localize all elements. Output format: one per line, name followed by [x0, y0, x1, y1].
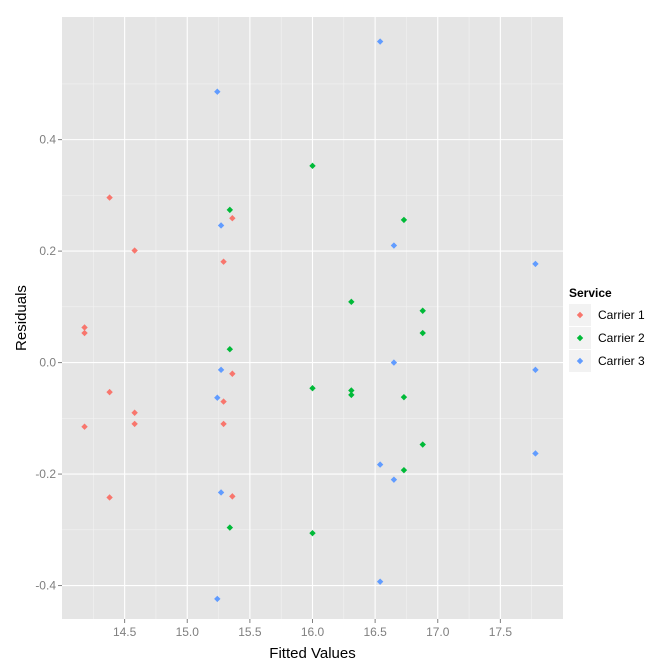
y-tick-label: 0.4	[39, 133, 56, 147]
y-axis-ticks: -0.4 -0.2 0.0 0.2 0.4	[35, 133, 62, 593]
x-tick-label: 16.5	[363, 625, 387, 639]
data-point	[419, 329, 426, 337]
x-tick-label: 15.5	[238, 625, 262, 639]
data-point	[229, 493, 236, 500]
legend: Service Carrier 1 Carrier 2 Carrier 3	[569, 286, 645, 372]
data-point	[376, 578, 384, 585]
data-point	[390, 242, 398, 249]
x-tick-label: 16.0	[301, 625, 325, 639]
data-point	[532, 260, 539, 268]
data-point	[131, 247, 138, 254]
x-axis-ticks: 14.5 15.0 15.5 16.0 16.5 17.0 17.5	[113, 619, 512, 639]
y-tick-label: -0.4	[35, 579, 56, 593]
data-point	[400, 466, 408, 474]
data-point	[214, 595, 221, 603]
data-point	[217, 222, 225, 229]
data-point	[390, 476, 398, 483]
data-point	[376, 38, 384, 45]
data-point	[532, 366, 539, 374]
y-tick-label: 0.2	[39, 244, 56, 258]
data-point	[400, 216, 408, 224]
data-point	[226, 524, 234, 531]
x-tick-label: 15.0	[176, 625, 200, 639]
data-point	[376, 461, 384, 468]
data-point	[532, 450, 539, 457]
data-point	[81, 324, 88, 331]
data-point	[419, 441, 426, 448]
data-point	[81, 329, 88, 337]
data-point	[400, 393, 408, 401]
data-point	[81, 423, 88, 430]
data-point	[106, 194, 113, 201]
data-point	[309, 162, 316, 170]
legend-items: Carrier 1 Carrier 2 Carrier 3	[569, 304, 645, 372]
data-point	[309, 385, 316, 392]
data-point	[106, 388, 113, 396]
data-point	[229, 215, 236, 222]
data-point	[348, 298, 355, 306]
x-axis-title: Fitted Values	[269, 645, 355, 662]
data-point	[348, 391, 355, 399]
y-tick-label: 0.0	[39, 356, 56, 370]
data-point	[131, 420, 138, 428]
data-point	[226, 206, 234, 214]
legend-key-marker	[576, 311, 584, 319]
data-point	[348, 387, 355, 394]
data-point	[220, 258, 227, 265]
data-point	[220, 398, 227, 405]
x-tick-label: 17.0	[426, 625, 450, 639]
legend-label: Carrier 3	[598, 354, 645, 368]
major-gridlines	[62, 17, 563, 619]
legend-label: Carrier 2	[598, 331, 645, 345]
data-point	[226, 346, 234, 353]
legend-key-marker	[576, 334, 584, 342]
legend-label: Carrier 1	[598, 308, 645, 322]
legend-title: Service	[569, 286, 612, 300]
legend-key-marker	[576, 357, 584, 365]
x-tick-label: 17.5	[489, 625, 513, 639]
y-axis-title: Residuals	[13, 285, 30, 351]
data-points	[81, 38, 539, 603]
data-point	[229, 370, 236, 377]
data-point	[390, 359, 398, 366]
data-point	[106, 494, 113, 501]
data-point	[214, 394, 221, 401]
data-point	[131, 409, 138, 416]
data-point	[214, 88, 221, 95]
data-point	[220, 420, 227, 428]
x-tick-label: 14.5	[113, 625, 137, 639]
data-point	[419, 307, 426, 314]
data-point	[217, 366, 225, 374]
data-point	[217, 489, 225, 496]
data-point	[309, 529, 316, 537]
y-tick-label: -0.2	[35, 467, 56, 481]
